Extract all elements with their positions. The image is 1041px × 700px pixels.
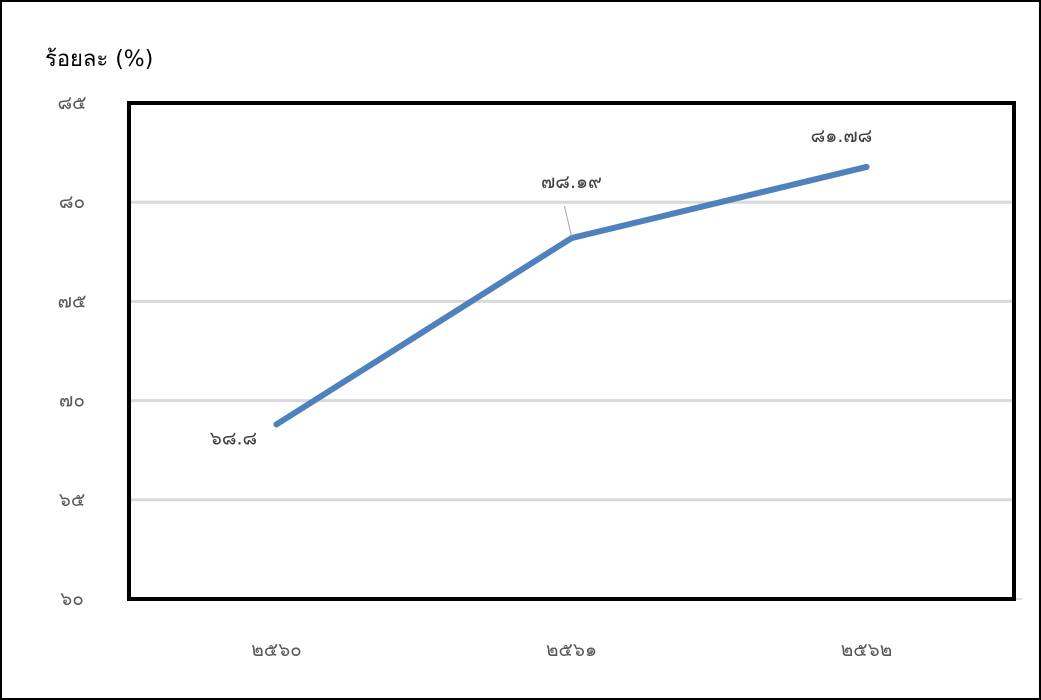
- data-point-2: [863, 163, 870, 170]
- data-label-1: ๗๘.๑๙: [541, 171, 602, 193]
- y-axis-title: ร้อยละ (%): [45, 47, 153, 72]
- gridlines: [129, 200, 1014, 502]
- y-tick-label-2: ๗๐: [59, 390, 85, 412]
- data-point-0: [273, 421, 280, 428]
- data-point-1: [568, 235, 575, 242]
- y-tick-label-0: ๖๐: [60, 588, 84, 610]
- data-label-0: ๖๘.๘: [210, 427, 257, 449]
- series-layer: [273, 163, 870, 428]
- x-axis-ticks: ๒๕๖๐ ๒๕๖๑ ๒๕๖๒: [251, 639, 892, 661]
- x-tick-label-2: ๒๕๖๒: [841, 639, 893, 661]
- y-tick-label-1: ๖๕: [59, 489, 85, 511]
- data-labels: ๖๘.๘ ๗๘.๑๙ ๘๑.๗๘: [210, 125, 873, 450]
- y-tick-label-5: ๘๕: [57, 92, 86, 114]
- data-label-2: ๘๑.๗๘: [811, 125, 873, 147]
- y-tick-label-3: ๗๕: [58, 290, 87, 312]
- y-axis-ticks: ๖๐ ๖๕ ๗๐ ๗๕ ๘๐ ๘๕: [57, 92, 86, 610]
- y-tick-label-4: ๘๐: [59, 191, 85, 213]
- plot-area-border: [127, 101, 1016, 601]
- x-tick-label-1: ๒๕๖๑: [546, 639, 597, 661]
- leader-line-1: [564, 205, 572, 237]
- series-line: [273, 163, 870, 428]
- x-tick-label-0: ๒๕๖๐: [251, 639, 302, 661]
